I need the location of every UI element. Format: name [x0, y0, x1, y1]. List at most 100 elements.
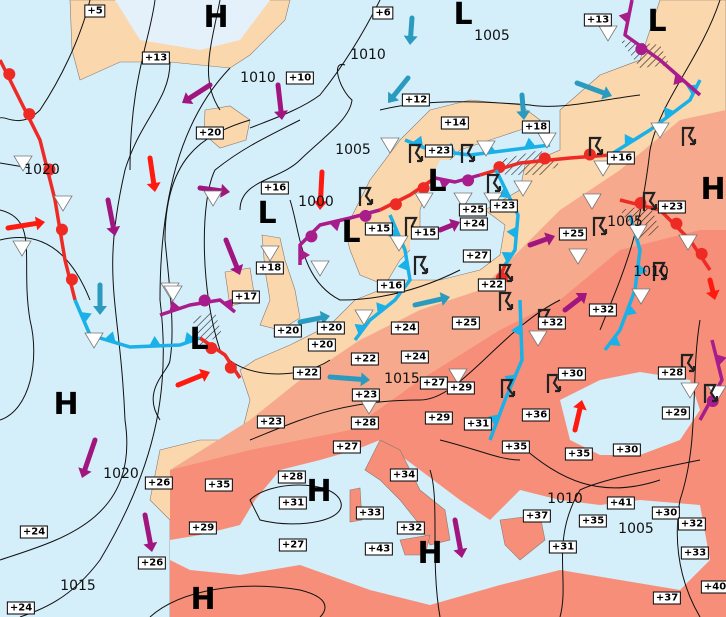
arrowhead-icon [388, 91, 400, 103]
arrowhead-icon [93, 306, 107, 315]
cold-front-triangle-icon [329, 220, 341, 232]
low-pressure-center: L [647, 4, 667, 39]
thunderstorm-icon [652, 261, 668, 281]
trough-triangle-icon [53, 195, 73, 212]
temperature-label: +37 [652, 591, 682, 605]
thunderstorm-icon [460, 143, 476, 163]
isobar-pressure-label: 1010 [547, 491, 583, 507]
temperature-label: +27 [278, 538, 308, 552]
temperature-label: +26 [137, 556, 167, 570]
cold-front-triangle-icon [439, 178, 451, 190]
arrowhead-icon [220, 183, 230, 198]
temperature-label: +30 [612, 443, 642, 457]
isobar-line [676, 319, 701, 617]
cold-front-triangle-icon [625, 304, 637, 316]
temperature-label: +35 [204, 478, 234, 492]
warm-front-semicircle-icon [695, 247, 708, 260]
temperature-label: +24 [6, 601, 36, 615]
wind-arrow-icon [187, 82, 213, 101]
cold-front-triangle-icon [488, 414, 500, 426]
isobar-pressure-label: 1010 [240, 70, 276, 86]
precipitation-hatch [620, 40, 670, 68]
arrowhead-icon [706, 289, 720, 300]
isobar-pressure-label: 1020 [24, 162, 60, 178]
high-pressure-center: H [700, 172, 726, 207]
cold-front-triangle-icon [222, 298, 234, 310]
temperature-label: +41 [606, 496, 636, 510]
isobar-line [129, 0, 156, 171]
cold-front-triangle-icon [80, 311, 92, 324]
high-pressure-center: H [203, 0, 229, 35]
wind-arrow-icon [105, 197, 116, 230]
temperature-label: +22 [350, 352, 380, 366]
occluded-front [698, 339, 724, 421]
temperature-label: +33 [355, 506, 385, 520]
cold-front-triangle-icon [608, 335, 621, 346]
low-pressure-center: L [257, 196, 277, 231]
thunderstorm-icon [592, 216, 608, 236]
cold-front-triangle-icon [104, 331, 116, 343]
thunderstorm-icon [498, 263, 514, 283]
temperature-label: +23 [657, 200, 687, 214]
high-pressure-center: H [306, 474, 332, 509]
wind-arrow-icon [562, 296, 583, 313]
cold-front-triangle-icon [300, 249, 310, 261]
isobar-line [439, 439, 521, 461]
isobar-pressure-label: 1005 [474, 28, 510, 44]
isobar-pressure-label: 1000 [298, 194, 334, 210]
arrowhead-icon [230, 264, 244, 275]
cold-front-triangle-icon [397, 259, 409, 271]
thunderstorm-icon [500, 378, 516, 398]
warm-front-semicircle-icon [224, 361, 237, 374]
trough-triangle-icon [513, 180, 533, 197]
warm-front-semicircle-icon [538, 152, 551, 165]
isobar-line [19, 67, 231, 617]
low-pressure-center: L [453, 0, 473, 32]
temperature-label: +24 [390, 321, 420, 335]
trough-triangle-icon [598, 25, 618, 42]
arrowhead-icon [403, 35, 418, 45]
temperature-label: +13 [141, 51, 171, 65]
cold-front-triangle-icon [715, 354, 726, 366]
temperature-label: +27 [462, 249, 492, 263]
arrowhead-icon [34, 216, 45, 231]
wind-arrow-icon [408, 15, 415, 39]
wind-arrow-icon [437, 222, 455, 233]
warm-front-semicircle-icon [389, 198, 402, 211]
temperature-label: +5 [84, 4, 106, 18]
precipitation-hatch [620, 205, 660, 240]
thunderstorm-icon [498, 291, 514, 311]
temperature-label: +28 [350, 416, 380, 430]
arrowhead-icon [313, 200, 328, 210]
warm-front-semicircle-icon [43, 163, 56, 176]
wind-arrow-icon [223, 237, 240, 270]
warm-front-semicircle-icon [198, 294, 211, 307]
arrowhead-icon [146, 182, 161, 192]
temperature-label: +15 [364, 222, 394, 236]
isobar-line [208, 0, 221, 111]
trough-triangle-icon [380, 137, 400, 154]
temperature-label: +29 [661, 406, 691, 420]
temperature-label: +20 [273, 324, 303, 338]
trough-triangle-icon [453, 192, 473, 209]
low-pressure-center: L [341, 215, 361, 250]
temperature-label: +22 [477, 278, 507, 292]
thunderstorm-icon [642, 191, 658, 211]
temperature-label: +35 [564, 447, 594, 461]
arrowhead-icon [453, 547, 468, 558]
temperature-label: +26 [144, 476, 174, 490]
isobar-line [289, 199, 461, 301]
high-pressure-center: H [190, 582, 216, 617]
wind-arrow-icon [175, 372, 205, 388]
trough-triangle-icon [13, 155, 33, 172]
trough-triangle-icon [414, 192, 434, 209]
temperature-label: +12 [401, 93, 431, 107]
temperature-label: +10 [285, 71, 315, 85]
wind-arrow-icon [574, 80, 607, 96]
isobar-pressure-label: 1020 [103, 466, 139, 482]
trough-triangle-icon [631, 288, 651, 305]
temperature-label: +24 [400, 350, 430, 364]
wind-arrow-icon [519, 92, 526, 114]
wind-arrow-icon [327, 374, 364, 382]
isobar-pressure-label: 1010 [633, 264, 669, 280]
